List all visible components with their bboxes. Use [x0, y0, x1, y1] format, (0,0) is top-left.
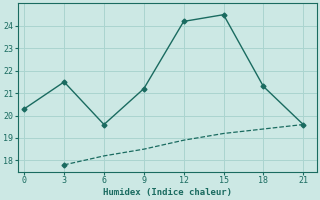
X-axis label: Humidex (Indice chaleur): Humidex (Indice chaleur) — [103, 188, 232, 197]
